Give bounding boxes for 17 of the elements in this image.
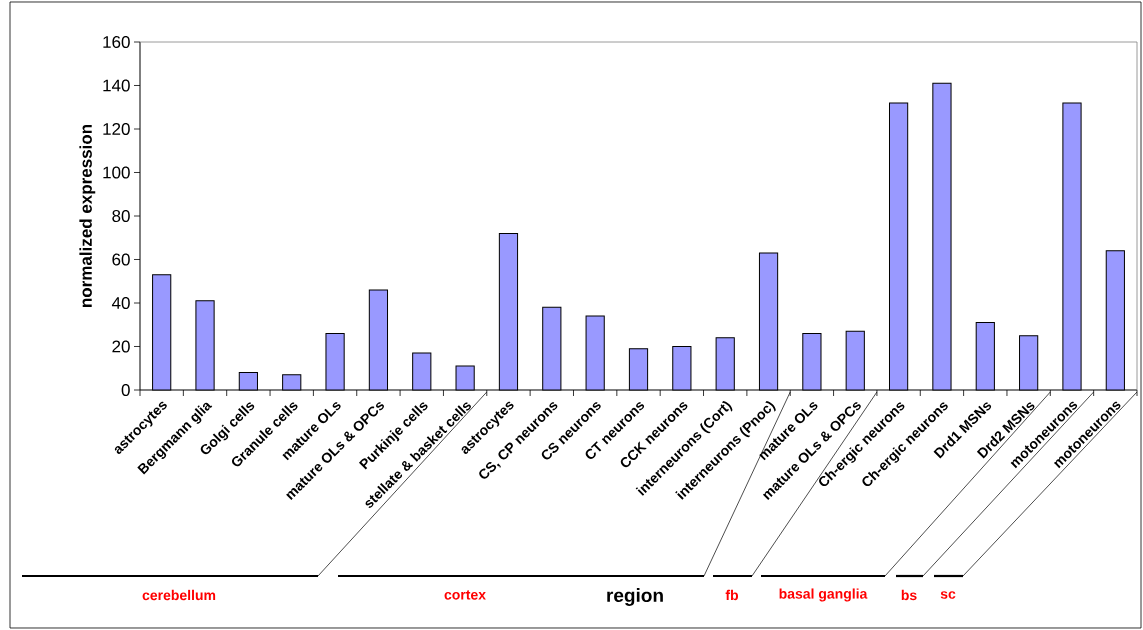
y-tick-label: 20 [112, 340, 130, 353]
x-axis-title: region [607, 588, 663, 606]
text: cortex [444, 590, 486, 600]
text: bs [901, 589, 917, 601]
y-axis-title: normalized expression [79, 124, 96, 307]
text: cerebellum [142, 589, 216, 601]
y-tick-label: 0 [121, 383, 130, 397]
text: sc [940, 591, 956, 599]
y-tick-label: 60 [112, 253, 130, 266]
y-tick-label: 140 [103, 79, 130, 92]
y-tick-label: 160 [103, 35, 130, 49]
text: fb [725, 589, 739, 601]
text: basal ganglia [779, 588, 868, 602]
y-tick-label: 40 [111, 296, 130, 310]
y-tick-label: 120 [103, 122, 130, 136]
y-tick-label: 80 [112, 209, 130, 223]
y-tick-label: 100 [103, 166, 130, 179]
